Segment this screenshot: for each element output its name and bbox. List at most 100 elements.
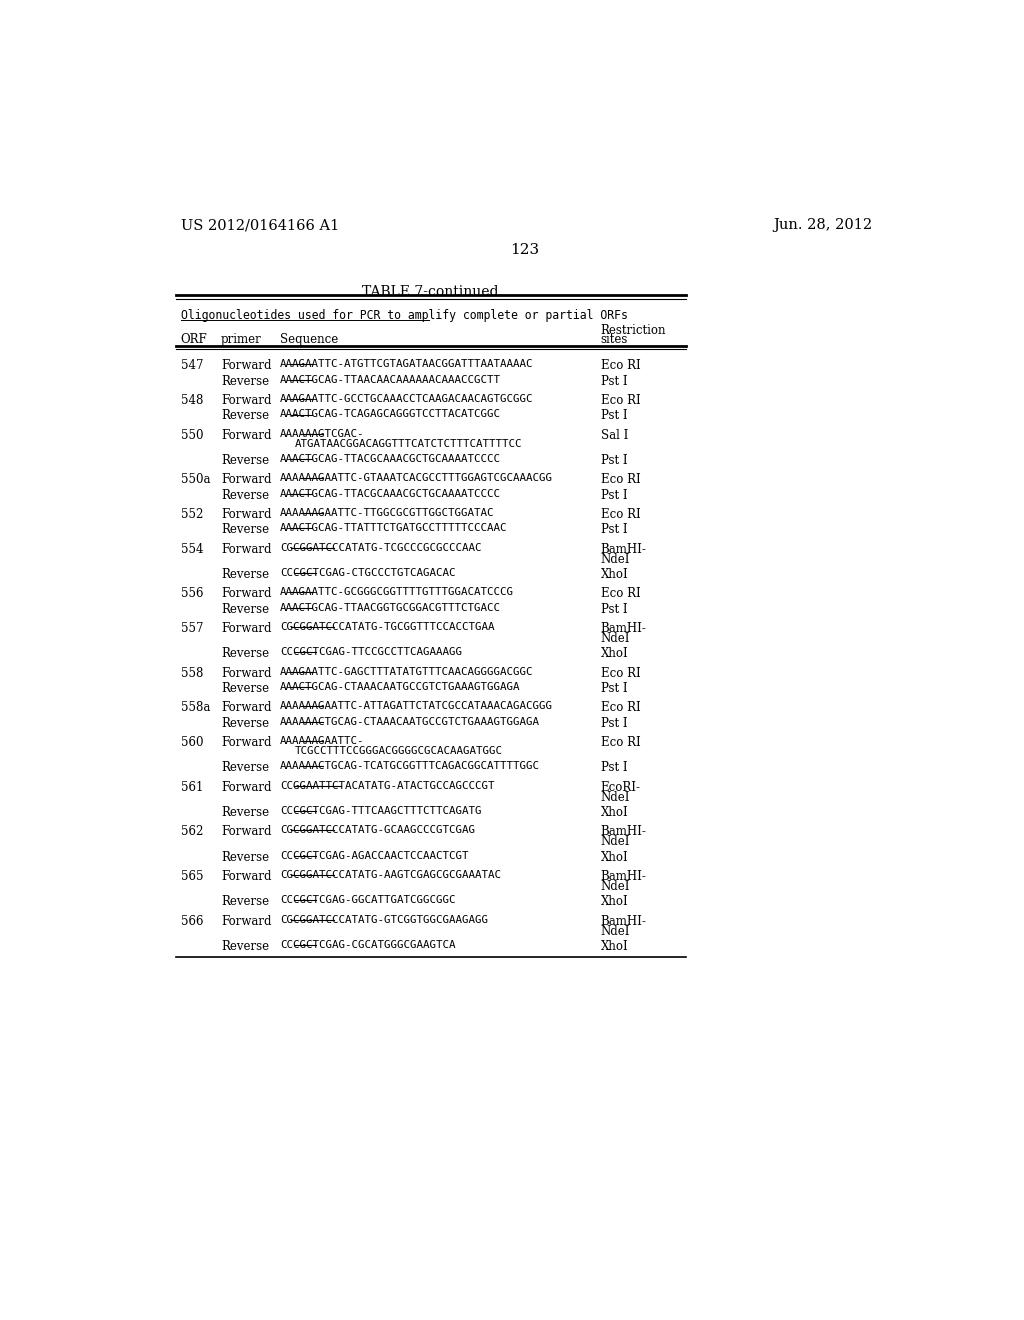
Text: CCCGCTCGAG-TTCCGCCTTCAGAAAGG: CCCGCTCGAG-TTCCGCCTTCAGAAAGG: [280, 647, 462, 657]
Text: Reverse: Reverse: [221, 603, 269, 615]
Text: Forward: Forward: [221, 543, 271, 556]
Text: TABLE 7-continued: TABLE 7-continued: [362, 285, 499, 300]
Text: AAACTGCAG-TTAACGGTGCGGACGTTTCTGACC: AAACTGCAG-TTAACGGTGCGGACGTTTCTGACC: [280, 603, 501, 612]
Text: Reverse: Reverse: [221, 454, 269, 467]
Text: NdeI: NdeI: [601, 553, 630, 566]
Text: CCGGAATTCTACATATG-ATACTGCCAGCCCGT: CCGGAATTCTACATATG-ATACTGCCAGCCCGT: [280, 780, 495, 791]
Text: BamHI-: BamHI-: [601, 825, 646, 838]
Text: AAACTGCAG-TCAGAGCAGGGTCCTTACATCGGC: AAACTGCAG-TCAGAGCAGGGTCCTTACATCGGC: [280, 409, 501, 420]
Text: AAAAAAGAATTC-ATTAGATTCTATCGCCATAAACAGACGGG: AAAAAAGAATTC-ATTAGATTCTATCGCCATAAACAGACG…: [280, 701, 553, 711]
Text: 565: 565: [180, 870, 203, 883]
Text: Forward: Forward: [221, 825, 271, 838]
Text: CCCGCTCGAG-CGCATGGGCGAAGTCA: CCCGCTCGAG-CGCATGGGCGAAGTCA: [280, 940, 456, 950]
Text: ORF: ORF: [180, 333, 208, 346]
Text: Reverse: Reverse: [221, 488, 269, 502]
Text: AAAAAAGAATTC-: AAAAAAGAATTC-: [280, 737, 365, 746]
Text: US 2012/0164166 A1: US 2012/0164166 A1: [180, 218, 339, 232]
Text: Forward: Forward: [221, 587, 271, 601]
Text: Pst I: Pst I: [601, 454, 628, 467]
Text: Forward: Forward: [221, 667, 271, 680]
Text: Forward: Forward: [221, 780, 271, 793]
Text: CGCGGATCCCATATG-AAGTCGAGCGCGAAATAC: CGCGGATCCCATATG-AAGTCGAGCGCGAAATAC: [280, 870, 501, 880]
Text: AAAAAACTGCAG-TCATGCGGTTTCAGACGGCATTTTGGC: AAAAAACTGCAG-TCATGCGGTTTCAGACGGCATTTTGGC: [280, 762, 540, 771]
Text: NdeI: NdeI: [601, 880, 630, 892]
Text: XhoI: XhoI: [601, 850, 629, 863]
Text: TCGCCTTTCCGGGACGGGGCGCACAAGATGGC: TCGCCTTTCCGGGACGGGGCGCACAAGATGGC: [295, 746, 503, 756]
Text: 558a: 558a: [180, 701, 210, 714]
Text: Reverse: Reverse: [221, 375, 269, 388]
Text: AAAAAAGAATTC-TTGGCGCGTTGGCTGGATAC: AAAAAAGAATTC-TTGGCGCGTTGGCTGGATAC: [280, 508, 495, 517]
Text: CCCGCTCGAG-AGACCAACTCCAACTCGT: CCCGCTCGAG-AGACCAACTCCAACTCGT: [280, 850, 468, 861]
Text: Forward: Forward: [221, 870, 271, 883]
Text: Forward: Forward: [221, 737, 271, 748]
Text: 123: 123: [510, 243, 540, 257]
Text: Forward: Forward: [221, 622, 271, 635]
Text: 550: 550: [180, 429, 203, 442]
Text: AAAGAATTC-GCGGGCGGTTTTGTTTGGACATCCCG: AAAGAATTC-GCGGGCGGTTTTGTTTGGACATCCCG: [280, 587, 514, 597]
Text: CGCGGATCCCATATG-GTCGGTGGCGAAGAGG: CGCGGATCCCATATG-GTCGGTGGCGAAGAGG: [280, 915, 487, 924]
Text: Jun. 28, 2012: Jun. 28, 2012: [773, 218, 872, 232]
Text: XhoI: XhoI: [601, 807, 629, 818]
Text: AAAAAACTGCAG-CTAAACAATGCCGTCTGAAAGTGGAGA: AAAAAACTGCAG-CTAAACAATGCCGTCTGAAAGTGGAGA: [280, 717, 540, 726]
Text: XhoI: XhoI: [601, 940, 629, 953]
Text: XhoI: XhoI: [601, 895, 629, 908]
Text: CGCGGATCCCATATG-TCGCCCGCGCCCAAC: CGCGGATCCCATATG-TCGCCCGCGCCCAAC: [280, 543, 481, 553]
Text: 550a: 550a: [180, 474, 210, 486]
Text: AAAGAATTC-GAGCTTTATATGTTTCAACAGGGGACGGC: AAAGAATTC-GAGCTTTATATGTTTCAACAGGGGACGGC: [280, 667, 534, 677]
Text: Eco RI: Eco RI: [601, 587, 640, 601]
Text: sites: sites: [601, 333, 628, 346]
Text: AAAAAAGTCGAC-: AAAAAAGTCGAC-: [280, 429, 365, 438]
Text: AAACTGCAG-TTAACAACAAAAAACAAACCGCTT: AAACTGCAG-TTAACAACAAAAAACAAACCGCTT: [280, 375, 501, 384]
Text: AAACTGCAG-TTACGCAAACGCTGCAAAATCCCC: AAACTGCAG-TTACGCAAACGCTGCAAAATCCCC: [280, 488, 501, 499]
Text: Pst I: Pst I: [601, 488, 628, 502]
Text: 547: 547: [180, 359, 203, 372]
Text: Pst I: Pst I: [601, 762, 628, 775]
Text: Pst I: Pst I: [601, 603, 628, 615]
Text: 558: 558: [180, 667, 203, 680]
Text: Eco RI: Eco RI: [601, 508, 640, 521]
Text: Forward: Forward: [221, 359, 271, 372]
Text: Forward: Forward: [221, 701, 271, 714]
Text: Forward: Forward: [221, 395, 271, 407]
Text: Reverse: Reverse: [221, 524, 269, 536]
Text: AAAGAATTC-GCCTGCAAACCTCAAGACAACAGTGCGGC: AAAGAATTC-GCCTGCAAACCTCAAGACAACAGTGCGGC: [280, 395, 534, 404]
Text: Reverse: Reverse: [221, 568, 269, 581]
Text: NdeI: NdeI: [601, 924, 630, 937]
Text: Pst I: Pst I: [601, 717, 628, 730]
Text: Pst I: Pst I: [601, 375, 628, 388]
Text: Eco RI: Eco RI: [601, 667, 640, 680]
Text: Reverse: Reverse: [221, 895, 269, 908]
Text: Reverse: Reverse: [221, 807, 269, 818]
Text: AAACTGCAG-TTACGCAAACGCTGCAAAATCCCC: AAACTGCAG-TTACGCAAACGCTGCAAAATCCCC: [280, 454, 501, 465]
Text: 552: 552: [180, 508, 203, 521]
Text: Reverse: Reverse: [221, 762, 269, 775]
Text: NdeI: NdeI: [601, 836, 630, 849]
Text: Eco RI: Eco RI: [601, 359, 640, 372]
Text: Reverse: Reverse: [221, 717, 269, 730]
Text: Reverse: Reverse: [221, 647, 269, 660]
Text: Forward: Forward: [221, 508, 271, 521]
Text: Sequence: Sequence: [280, 333, 338, 346]
Text: Forward: Forward: [221, 915, 271, 928]
Text: Pst I: Pst I: [601, 524, 628, 536]
Text: Forward: Forward: [221, 429, 271, 442]
Text: Oligonucleotides used for PCR to amplify complete or partial ORFs: Oligonucleotides used for PCR to amplify…: [180, 309, 628, 322]
Text: Reverse: Reverse: [221, 409, 269, 422]
Text: CCCGCTCGAG-TTTCAAGCTTTCTTCAGATG: CCCGCTCGAG-TTTCAAGCTTTCTTCAGATG: [280, 807, 481, 816]
Text: CCCGCTCGAG-CTGCCCTGTCAGACAC: CCCGCTCGAG-CTGCCCTGTCAGACAC: [280, 568, 456, 578]
Text: XhoI: XhoI: [601, 647, 629, 660]
Text: 557: 557: [180, 622, 203, 635]
Text: 566: 566: [180, 915, 203, 928]
Text: Eco RI: Eco RI: [601, 395, 640, 407]
Text: primer: primer: [221, 333, 262, 346]
Text: 554: 554: [180, 543, 203, 556]
Text: AAAAAAGAATTC-GTAAATCACGCCTTTGGAGTCGCAAACGG: AAAAAAGAATTC-GTAAATCACGCCTTTGGAGTCGCAAAC…: [280, 474, 553, 483]
Text: 562: 562: [180, 825, 203, 838]
Text: 548: 548: [180, 395, 203, 407]
Text: AAAGAATTC-ATGTTCGTAGATAACGGATTTAATAAAAC: AAAGAATTC-ATGTTCGTAGATAACGGATTTAATAAAAC: [280, 359, 534, 370]
Text: BamHI-: BamHI-: [601, 870, 646, 883]
Text: AAACTGCAG-TTATTTCTGATGCCTTTTTCCCAAC: AAACTGCAG-TTATTTCTGATGCCTTTTTCCCAAC: [280, 524, 508, 533]
Text: Pst I: Pst I: [601, 682, 628, 696]
Text: CCCGCTCGAG-GGCATTGATCGGCGGC: CCCGCTCGAG-GGCATTGATCGGCGGC: [280, 895, 456, 906]
Text: AAACTGCAG-CTAAACAATGCCGTCTGAAAGTGGAGA: AAACTGCAG-CTAAACAATGCCGTCTGAAAGTGGAGA: [280, 682, 520, 692]
